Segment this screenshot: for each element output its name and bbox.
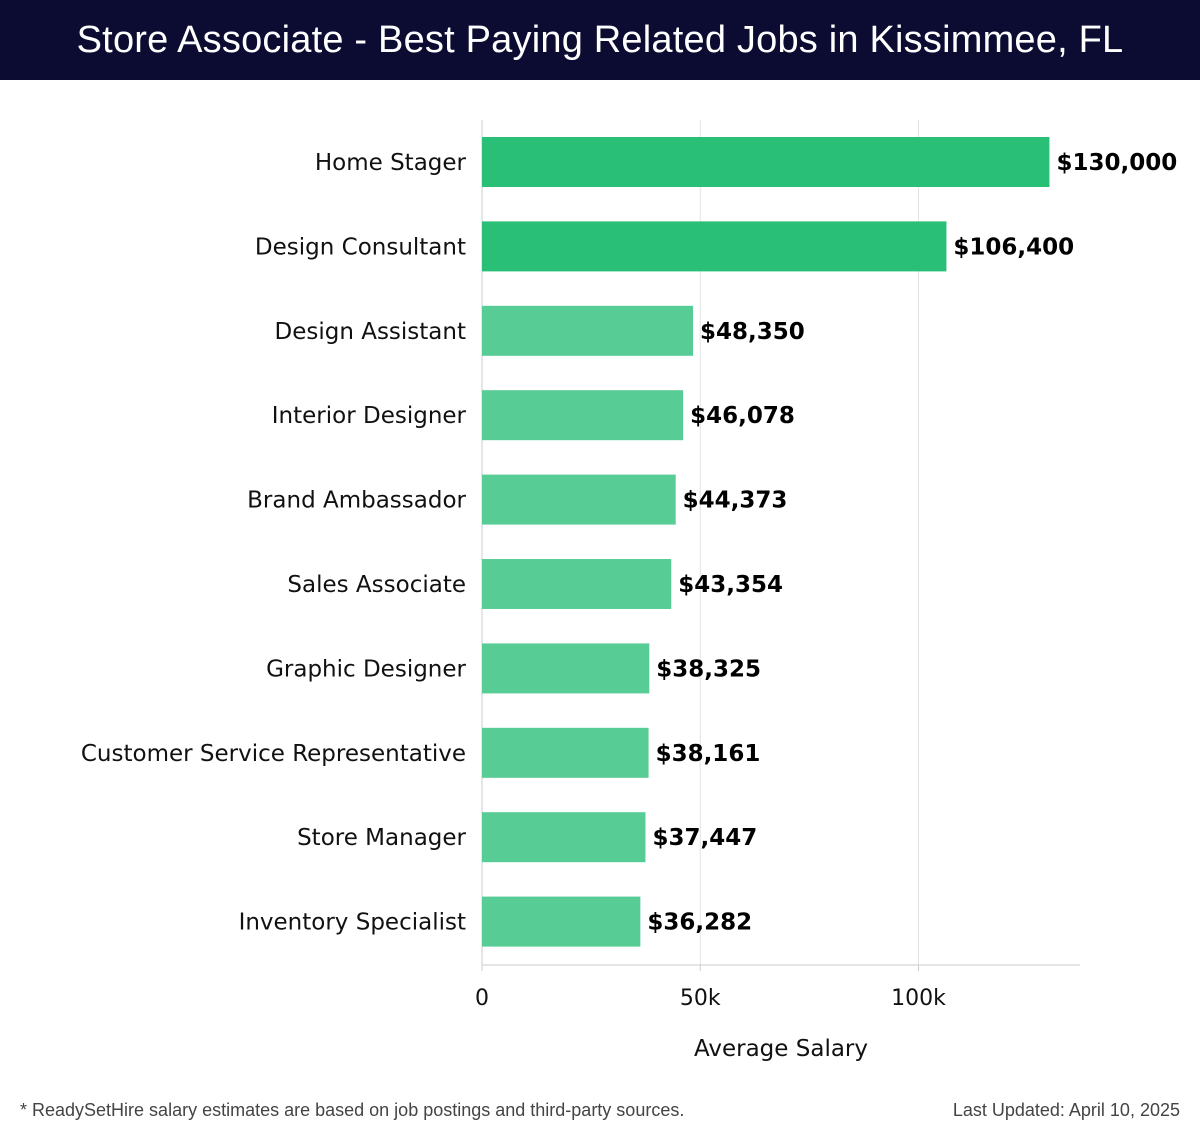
chart-title: Store Associate - Best Paying Related Jo… (76, 18, 1124, 61)
x-tick-label: 0 (475, 986, 489, 1011)
data-label: $36,282 (647, 910, 752, 936)
bar-chart: 0 50k 100k Average Salary Home Stager $130,00… (81, 120, 1177, 1062)
x-tick-label: 100k (891, 986, 946, 1011)
category-label: Brand Ambassador (247, 488, 466, 514)
bar (482, 474, 676, 525)
bar (482, 137, 1050, 187)
bar (482, 559, 672, 609)
data-label: $38,325 (656, 656, 761, 682)
data-label: $48,350 (700, 319, 805, 345)
x-axis-title: Average Salary (694, 1036, 868, 1062)
data-label: $44,373 (683, 488, 788, 514)
data-label: $46,078 (690, 403, 795, 429)
category-label: Customer Service Representative (81, 741, 466, 767)
category-label: Graphic Designer (266, 656, 466, 682)
bar (482, 390, 684, 441)
last-updated: Last Updated: April 10, 2025 (952, 1100, 1180, 1120)
footnote: * ReadySetHire salary estimates are base… (20, 1100, 685, 1120)
category-label: Interior Designer (272, 403, 467, 429)
data-label: $43,354 (678, 572, 783, 598)
category-label: Design Consultant (255, 234, 466, 260)
data-label: $130,000 (1056, 150, 1177, 176)
bar (482, 896, 641, 947)
bar (482, 221, 947, 272)
bar (482, 812, 646, 863)
chart-title-banner: Store Associate - Best Paying Related Jo… (0, 0, 1200, 80)
bar (482, 727, 649, 778)
category-label: Home Stager (315, 150, 467, 176)
data-label: $37,447 (652, 825, 757, 851)
data-label: $38,161 (656, 741, 761, 767)
category-label: Sales Associate (287, 572, 466, 598)
data-label: $106,400 (953, 234, 1074, 260)
bar (482, 643, 650, 694)
bar (482, 305, 694, 356)
category-label: Store Manager (297, 825, 466, 851)
x-tick-label: 50k (680, 986, 721, 1011)
category-label: Inventory Specialist (239, 910, 466, 936)
category-label: Design Assistant (274, 319, 466, 345)
